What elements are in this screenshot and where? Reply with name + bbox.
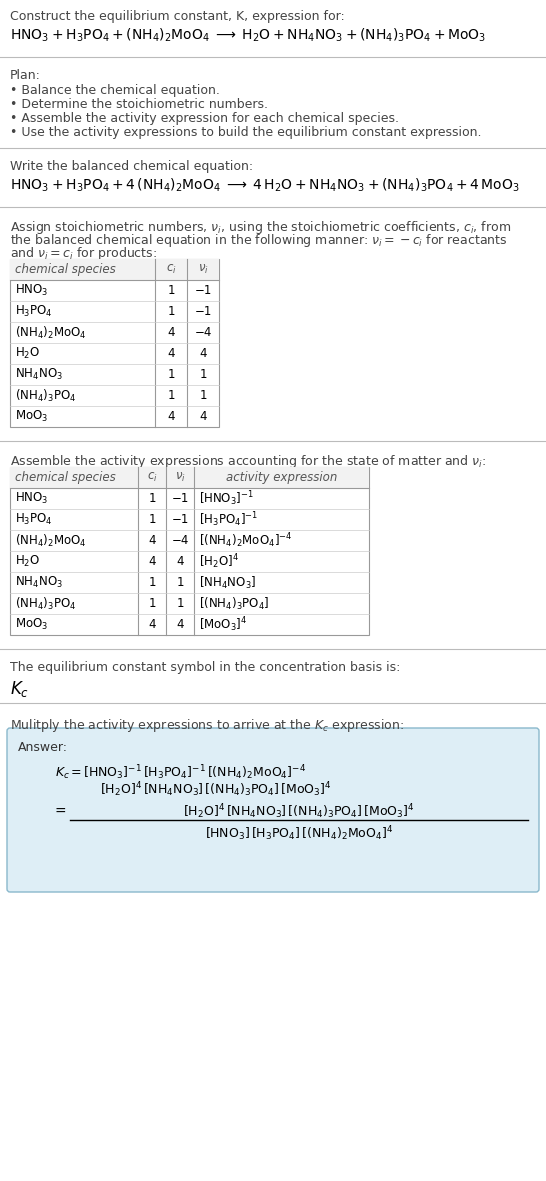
Text: Write the balanced chemical equation:: Write the balanced chemical equation:	[10, 159, 253, 172]
Text: $\mathrm{[(NH_4)_2MoO_4]^{-4}}$: $\mathrm{[(NH_4)_2MoO_4]^{-4}}$	[199, 531, 293, 550]
Text: $c_i$: $c_i$	[165, 263, 176, 276]
Text: $\mathrm{HNO_3 + H_3PO_4 + 4\,(NH_4)_2MoO_4}$$\mathrm{\;\longrightarrow\; 4\,H_2: $\mathrm{HNO_3 + H_3PO_4 + 4\,(NH_4)_2Mo…	[10, 177, 520, 195]
Text: $\mathrm{MoO_3}$: $\mathrm{MoO_3}$	[15, 616, 48, 632]
Text: −1: −1	[171, 492, 189, 505]
Bar	[10, 466, 369, 488]
Bar	[10, 466, 369, 635]
Text: $\mathrm{[H_2O]^4}$: $\mathrm{[H_2O]^4}$	[199, 553, 239, 570]
Text: The equilibrium constant symbol in the concentration basis is:: The equilibrium constant symbol in the c…	[10, 661, 400, 674]
Text: $c_i$: $c_i$	[147, 471, 157, 484]
Text: $\mathrm{H_2O}$: $\mathrm{H_2O}$	[15, 346, 40, 361]
Text: 1: 1	[149, 492, 156, 505]
Text: $\mathrm{HNO_3 + H_3PO_4 + (NH_4)_2MoO_4}$$\mathrm{\;\longrightarrow\; H_2O + NH: $\mathrm{HNO_3 + H_3PO_4 + (NH_4)_2MoO_4…	[10, 27, 486, 45]
Text: chemical species: chemical species	[15, 471, 116, 484]
Text: 1: 1	[199, 368, 207, 381]
Text: • Determine the stoichiometric numbers.: • Determine the stoichiometric numbers.	[10, 98, 268, 111]
Text: • Assemble the activity expression for each chemical species.: • Assemble the activity expression for e…	[10, 112, 399, 125]
Text: 1: 1	[149, 576, 156, 589]
Text: Plan:: Plan:	[10, 68, 41, 81]
Text: 4: 4	[167, 326, 175, 339]
Text: $\mathrm{HNO_3}$: $\mathrm{HNO_3}$	[15, 491, 49, 505]
Text: and $\nu_i = c_i$ for products:: and $\nu_i = c_i$ for products:	[10, 244, 157, 262]
Text: 1: 1	[167, 305, 175, 318]
Text: $\mathrm{[HNO_3]^{-1}}$: $\mathrm{[HNO_3]^{-1}}$	[199, 489, 254, 508]
Text: $\mathrm{H_3PO_4}$: $\mathrm{H_3PO_4}$	[15, 304, 53, 319]
Text: $\mathrm{[(NH_4)_3PO_4]}$: $\mathrm{[(NH_4)_3PO_4]}$	[199, 595, 269, 612]
Text: 1: 1	[167, 368, 175, 381]
Text: −1: −1	[171, 513, 189, 526]
Text: chemical species: chemical species	[15, 263, 116, 276]
Text: $\mathrm{[H_2O]^4\,[NH_4NO_3]\,[(NH_4)_3PO_4]\,[MoO_3]^4}$: $\mathrm{[H_2O]^4\,[NH_4NO_3]\,[(NH_4)_3…	[183, 802, 415, 821]
Text: Mulitply the activity expressions to arrive at the $\mathit{K_c}$ expression:: Mulitply the activity expressions to arr…	[10, 717, 404, 735]
Text: 1: 1	[149, 598, 156, 611]
Text: activity expression: activity expression	[226, 471, 337, 484]
Text: −1: −1	[194, 283, 212, 296]
Text: 4: 4	[199, 347, 207, 360]
Text: $\mathrm{(NH_4)_2MoO_4}$: $\mathrm{(NH_4)_2MoO_4}$	[15, 325, 87, 340]
Text: $\mathrm{NH_4NO_3}$: $\mathrm{NH_4NO_3}$	[15, 575, 63, 590]
Text: 4: 4	[176, 618, 184, 631]
Text: • Balance the chemical equation.: • Balance the chemical equation.	[10, 84, 220, 97]
Text: Assign stoichiometric numbers, $\nu_i$, using the stoichiometric coefficients, $: Assign stoichiometric numbers, $\nu_i$, …	[10, 218, 511, 236]
Text: −4: −4	[171, 534, 189, 547]
Text: $\nu_i$: $\nu_i$	[175, 471, 186, 484]
Text: $\mathrm{(NH_4)_3PO_4}$: $\mathrm{(NH_4)_3PO_4}$	[15, 387, 76, 404]
Text: $\nu_i$: $\nu_i$	[198, 263, 209, 276]
Text: $\mathrm{NH_4NO_3}$: $\mathrm{NH_4NO_3}$	[15, 367, 63, 381]
Text: 4: 4	[149, 534, 156, 547]
Text: $\mathrm{[HNO_3]\,[H_3PO_4]\,[(NH_4)_2MoO_4]^4}$: $\mathrm{[HNO_3]\,[H_3PO_4]\,[(NH_4)_2Mo…	[205, 824, 393, 843]
Text: Assemble the activity expressions accounting for the state of matter and $\nu_i$: Assemble the activity expressions accoun…	[10, 454, 486, 470]
Text: −4: −4	[194, 326, 212, 339]
Text: the balanced chemical equation in the following manner: $\nu_i = -c_i$ for react: the balanced chemical equation in the fo…	[10, 231, 507, 249]
Text: $\mathrm{H_3PO_4}$: $\mathrm{H_3PO_4}$	[15, 511, 53, 527]
Text: 4: 4	[199, 410, 207, 423]
Text: 4: 4	[176, 555, 184, 568]
Text: • Use the activity expressions to build the equilibrium constant expression.: • Use the activity expressions to build …	[10, 126, 482, 139]
Text: $\mathrm{MoO_3}$: $\mathrm{MoO_3}$	[15, 409, 48, 424]
Text: $\mathrm{(NH_4)_2MoO_4}$: $\mathrm{(NH_4)_2MoO_4}$	[15, 533, 87, 548]
Text: 1: 1	[176, 598, 184, 611]
Text: $\mathit{K_c}$: $\mathit{K_c}$	[10, 679, 29, 699]
Text: 4: 4	[149, 618, 156, 631]
Text: $\mathrm{[NH_4NO_3]}$: $\mathrm{[NH_4NO_3]}$	[199, 574, 256, 590]
Text: 1: 1	[149, 513, 156, 526]
Text: 4: 4	[167, 410, 175, 423]
Text: $\mathrm{[H_3PO_4]^{-1}}$: $\mathrm{[H_3PO_4]^{-1}}$	[199, 510, 258, 529]
Text: 1: 1	[176, 576, 184, 589]
Text: 1: 1	[199, 389, 207, 402]
Bar	[10, 259, 219, 280]
Text: $\mathrm{[MoO_3]^4}$: $\mathrm{[MoO_3]^4}$	[199, 615, 247, 634]
Text: $\mathrm{H_2O}$: $\mathrm{H_2O}$	[15, 554, 40, 569]
FancyBboxPatch shape	[7, 727, 539, 892]
Text: $\mathrm{(NH_4)_3PO_4}$: $\mathrm{(NH_4)_3PO_4}$	[15, 595, 76, 612]
Text: 1: 1	[167, 389, 175, 402]
Text: $\mathrm{[H_2O]^4\,[NH_4NO_3]\,[(NH_4)_3PO_4]\,[MoO_3]^4}$: $\mathrm{[H_2O]^4\,[NH_4NO_3]\,[(NH_4)_3…	[100, 779, 332, 798]
Text: 4: 4	[149, 555, 156, 568]
Text: Answer:: Answer:	[18, 740, 68, 753]
Bar	[10, 259, 219, 428]
Text: 4: 4	[167, 347, 175, 360]
Text: 1: 1	[167, 283, 175, 296]
Text: −1: −1	[194, 305, 212, 318]
Text: $\mathit{K_c}\mathrm{ = [HNO_3]^{-1}\,[H_3PO_4]^{-1}\,[(NH_4)_2MoO_4]^{-4}}$: $\mathit{K_c}\mathrm{ = [HNO_3]^{-1}\,[H…	[55, 763, 306, 782]
Text: Construct the equilibrium constant, K, expression for:: Construct the equilibrium constant, K, e…	[10, 9, 345, 22]
Text: $=$: $=$	[52, 803, 67, 817]
Text: $\mathrm{HNO_3}$: $\mathrm{HNO_3}$	[15, 283, 49, 298]
